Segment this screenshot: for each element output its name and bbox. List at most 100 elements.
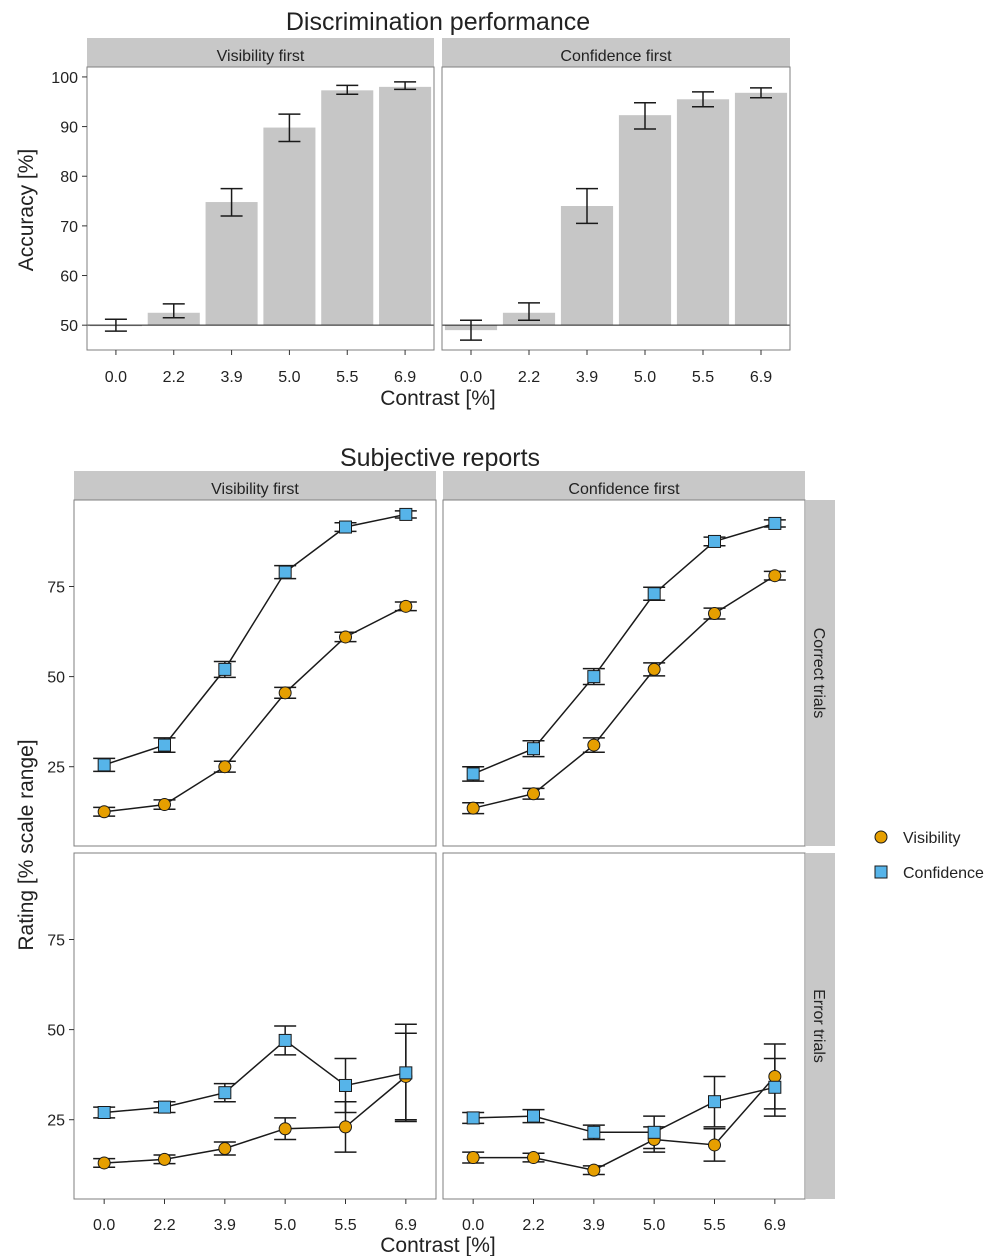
point-visibility xyxy=(587,1163,601,1177)
series-line-confidence xyxy=(473,1086,775,1134)
x-tick-label: 6.9 xyxy=(395,1217,417,1234)
x-tick-label: 5.0 xyxy=(274,1217,296,1234)
bar xyxy=(734,92,788,326)
bottom-chart-title: Subjective reports xyxy=(340,444,540,472)
legend-label: Confidence xyxy=(903,865,984,882)
y-tick-label: 25 xyxy=(47,1113,65,1130)
top-panel-strip xyxy=(442,38,790,67)
point-visibility xyxy=(158,798,171,812)
point-confidence xyxy=(218,662,232,676)
legend-key-visibility xyxy=(874,830,888,844)
y-tick-label: 60 xyxy=(60,269,78,286)
x-tick-label: 5.5 xyxy=(692,369,714,386)
point-visibility xyxy=(158,1152,171,1166)
x-tick-label: 5.5 xyxy=(703,1217,725,1234)
point-visibility xyxy=(339,630,352,644)
point-visibility xyxy=(339,1120,352,1134)
bottom-chart-ylabel: Rating [% scale range] xyxy=(15,739,38,950)
point-visibility xyxy=(768,569,782,583)
x-tick-label: 2.2 xyxy=(153,1217,175,1234)
point-confidence xyxy=(527,1109,540,1123)
point-visibility xyxy=(218,1142,232,1156)
legend: Visibility Confidence xyxy=(874,830,984,882)
panel-border xyxy=(86,66,435,351)
x-tick-label: 5.5 xyxy=(336,369,358,386)
point-visibility xyxy=(527,1151,540,1165)
top-chart-ylabel: Accuracy [%] xyxy=(15,149,38,272)
point-confidence xyxy=(399,507,413,521)
y-tick-label: 80 xyxy=(60,169,78,186)
column-strip xyxy=(443,471,805,500)
x-tick-label: 0.0 xyxy=(105,369,127,386)
point-visibility xyxy=(708,607,721,621)
x-tick-label: 5.5 xyxy=(334,1217,356,1234)
bottom-chart: Visibility first Confidence first Correct … xyxy=(47,471,835,1234)
point-confidence xyxy=(466,767,480,781)
bar xyxy=(676,99,730,326)
panel-border xyxy=(442,499,806,847)
point-confidence xyxy=(768,1080,782,1094)
bar xyxy=(379,86,432,326)
point-confidence xyxy=(278,565,292,579)
point-confidence xyxy=(158,738,171,752)
bottom-chart-xlabel: Contrast [%] xyxy=(380,1234,496,1256)
point-confidence xyxy=(158,1100,171,1114)
column-strip xyxy=(74,471,436,500)
y-tick-label: 50 xyxy=(47,670,65,687)
x-tick-label: 3.9 xyxy=(214,1217,236,1234)
top-panel-strip-label: Visibility first xyxy=(217,48,305,65)
point-confidence xyxy=(466,1111,480,1125)
point-confidence xyxy=(647,587,661,601)
legend-key-confidence xyxy=(874,865,888,879)
point-confidence xyxy=(97,1106,111,1119)
top-panel-strip xyxy=(87,38,434,67)
y-tick-label: 100 xyxy=(51,70,78,87)
bar xyxy=(205,202,258,326)
x-tick-label: 6.9 xyxy=(750,369,772,386)
point-confidence xyxy=(587,1125,601,1139)
y-tick-label: 75 xyxy=(47,933,65,950)
point-visibility xyxy=(466,801,480,815)
x-tick-label: 0.0 xyxy=(93,1217,115,1234)
point-visibility xyxy=(278,1122,292,1136)
point-confidence xyxy=(708,1095,721,1109)
bar xyxy=(147,312,200,326)
point-visibility xyxy=(97,805,111,819)
series-line-visibility xyxy=(104,1075,407,1164)
x-tick-label: 5.0 xyxy=(634,369,656,386)
point-confidence xyxy=(768,516,782,530)
column-strip-label: Visibility first xyxy=(211,481,299,498)
point-confidence xyxy=(527,742,540,756)
x-tick-label: 2.2 xyxy=(163,369,185,386)
series-line-confidence xyxy=(104,1039,406,1114)
row-strip xyxy=(806,500,835,846)
x-tick-label: 3.9 xyxy=(583,1217,605,1234)
series-line-confidence xyxy=(472,522,776,775)
row-strip-label: Correct trials xyxy=(810,628,827,719)
x-tick-label: 6.9 xyxy=(764,1217,786,1234)
line-panel-4: 0.0 2.2 3.9 5.0 5.5 6.9 xyxy=(442,852,806,1234)
point-visibility xyxy=(708,1138,721,1152)
line-panel-1: 25 50 75 xyxy=(47,499,437,847)
line-panel-3: 25 50 75 0.0 2.2 3.9 5.0 5.5 6.9 xyxy=(47,852,437,1234)
y-tick-label: 90 xyxy=(60,120,78,137)
panel-border xyxy=(73,499,437,847)
point-visibility xyxy=(466,1151,480,1165)
y-tick-label: 75 xyxy=(47,580,65,597)
y-tick-label: 50 xyxy=(60,318,78,335)
point-confidence xyxy=(278,1033,292,1047)
point-visibility xyxy=(768,1069,782,1083)
top-panel-strip-label: Confidence first xyxy=(560,48,672,65)
top-panel-2: Confidence first 0.0 2.2 3.9 5.0 5.5 6.9 xyxy=(441,38,791,386)
panel-border xyxy=(441,66,791,351)
point-confidence xyxy=(587,670,601,684)
bar xyxy=(321,90,374,326)
point-confidence xyxy=(399,1066,413,1080)
point-confidence xyxy=(339,520,352,534)
point-confidence xyxy=(708,534,721,548)
point-visibility xyxy=(399,599,413,613)
series-line-visibility xyxy=(473,575,776,809)
bar xyxy=(618,115,672,326)
